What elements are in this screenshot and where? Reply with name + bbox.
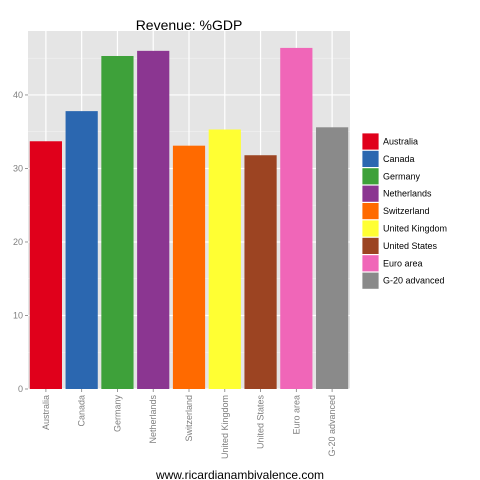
y-tick-label: 10 [13,310,23,320]
legend-label: Netherlands [383,189,432,199]
legend-label: Switzerland [383,206,430,216]
bar-australia [29,141,62,389]
bar-germany [101,55,134,390]
x-tick-label: Germany [112,395,122,433]
chart-title: Revenue: %GDP [136,17,243,33]
bar-united-states [244,155,277,389]
bar-canada [65,111,98,389]
legend-label: United Kingdom [383,224,447,234]
chart-caption: www.ricardianambivalence.com [155,468,324,480]
y-tick-label: 40 [13,90,23,100]
legend-label: United States [383,241,438,251]
bar-netherlands [137,50,170,389]
x-tick-label: United Kingdom [220,395,230,459]
y-tick-label: 0 [18,384,23,394]
x-tick-label: Netherlands [148,395,158,444]
legend-label: Canada [383,154,415,164]
x-tick-label: Switzerland [184,395,194,442]
x-tick-label: Australia [41,395,51,430]
bar-euro-area [280,47,313,390]
legend-swatch [361,254,380,273]
legend-swatch [361,184,380,203]
legend-label: Germany [383,171,421,181]
x-tick-label: Euro area [291,395,301,435]
legend-swatch [361,271,380,290]
legend-swatch [361,236,380,255]
bar-g-20-advanced [316,127,349,389]
x-tick-label: Canada [77,395,87,427]
legend-label: Euro area [383,258,423,268]
legend-swatch [361,219,380,238]
x-tick-label: G-20 advanced [327,395,337,457]
legend-swatch [361,202,380,221]
legend-label: Australia [383,137,418,147]
bar-united-kingdom [208,129,241,389]
x-tick-label: United States [256,395,266,450]
legend-swatch [361,167,380,186]
y-tick-label: 30 [13,163,23,173]
legend-swatch [361,132,380,151]
bar-switzerland [172,145,206,389]
y-tick-label: 20 [13,237,23,247]
legend-label: G-20 advanced [383,276,445,286]
legend-swatch [361,149,380,168]
